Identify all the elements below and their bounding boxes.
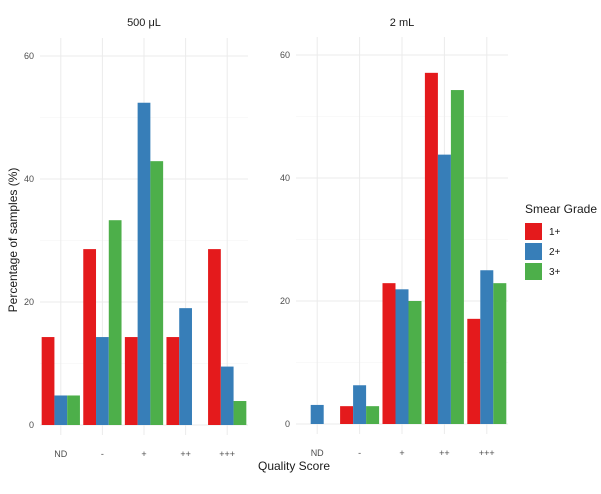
x-tick-label: - [101, 449, 104, 459]
x-tick-label: +++ [219, 449, 235, 459]
bar-1plus-1 [340, 406, 354, 424]
legend-key [525, 223, 542, 240]
bar-1plus-4 [467, 318, 481, 424]
bar-2plus-1 [96, 337, 109, 425]
bar-2plus-3 [437, 154, 451, 424]
bar-3plus-4 [493, 283, 507, 424]
x-tick-label: + [399, 448, 404, 458]
bar-3plus-4 [233, 401, 247, 425]
bar-1plus-0 [41, 337, 55, 425]
x-tick-label: ND [311, 448, 324, 458]
panel-title: 2 mL [390, 17, 414, 29]
bar-1plus-2 [124, 337, 138, 425]
bar-3plus-2 [408, 301, 422, 424]
bar-2plus-4 [480, 270, 494, 424]
panel-title: 500 μL [127, 17, 161, 29]
y-tick-label: 40 [24, 174, 34, 184]
legend-label: 2+ [549, 247, 561, 258]
bar-2plus-1 [353, 385, 367, 424]
bar-1plus-1 [83, 249, 97, 425]
y-tick-label: 60 [24, 51, 34, 61]
x-tick-label: + [141, 449, 146, 459]
legend-label: 3+ [549, 267, 561, 278]
legend-key [525, 243, 542, 260]
legend: Smear Grade 1+ 2+ 3+ [525, 202, 597, 280]
x-tick-label: ++ [439, 448, 450, 458]
bar-2plus-0 [54, 395, 68, 425]
bar-1plus-2 [382, 283, 396, 424]
y-axis-title: Percentage of samples (%) [6, 168, 20, 313]
x-axis-title: Quality Score [258, 459, 330, 473]
bar-1plus-4 [208, 249, 221, 425]
x-tick-label: ND [54, 449, 67, 459]
bar-2plus-4 [220, 366, 234, 425]
bar-2plus-2 [137, 102, 151, 426]
x-tick-label: ++ [180, 449, 191, 459]
legend-label: 1+ [549, 227, 561, 238]
bar-3plus-1 [108, 220, 122, 425]
bar-3plus-2 [150, 161, 164, 426]
y-tick-label: 20 [24, 297, 34, 307]
bar-2plus-0 [310, 404, 324, 424]
y-tick-label: 60 [280, 50, 290, 60]
x-tick-label: - [358, 448, 361, 458]
y-tick-label: 20 [280, 296, 290, 306]
y-tick-label: 0 [285, 419, 290, 429]
bar-2plus-2 [395, 289, 409, 424]
x-tick-label: +++ [479, 448, 495, 458]
y-tick-label: 0 [29, 420, 34, 430]
bar-3plus-0 [67, 395, 80, 425]
bar-3plus-1 [366, 406, 380, 424]
legend-key [525, 263, 542, 280]
legend-title: Smear Grade [525, 202, 597, 216]
bar-3plus-3 [450, 90, 464, 425]
bar-1plus-3 [424, 72, 438, 425]
bar-2plus-3 [179, 308, 192, 425]
y-tick-label: 40 [280, 173, 290, 183]
bar-1plus-3 [166, 337, 180, 425]
